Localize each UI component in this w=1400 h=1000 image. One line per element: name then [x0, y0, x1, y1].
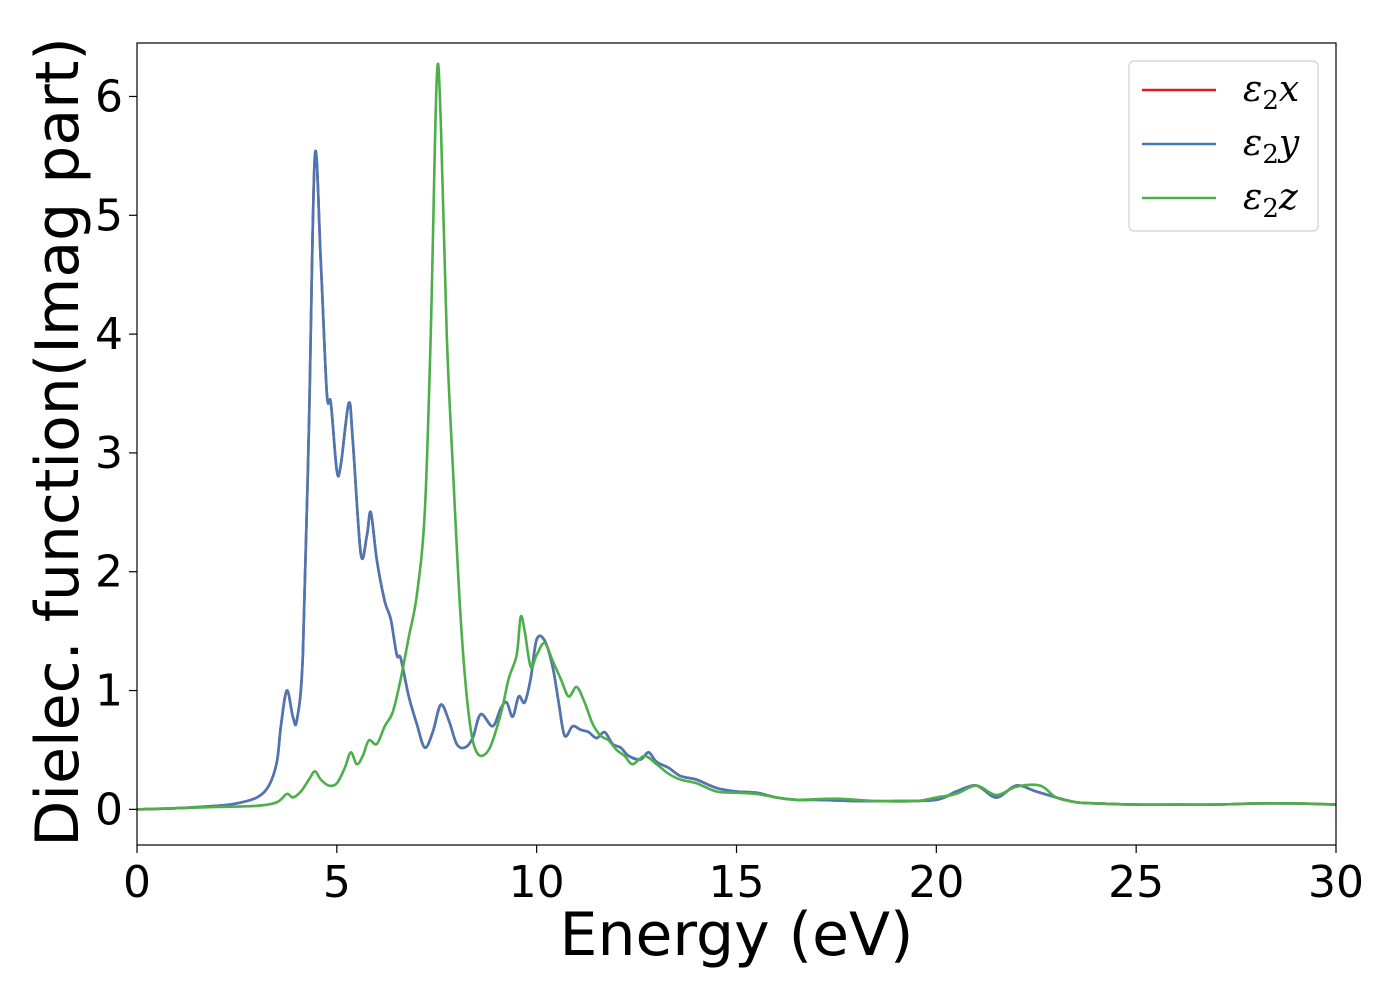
y-tick-label: 0 [95, 784, 123, 835]
y-tick-label: 6 [95, 71, 123, 122]
x-axis: 0 5 10 15 20 25 30 [123, 845, 1364, 908]
legend-label-suffix: z [1278, 177, 1299, 218]
x-tick-label: 30 [1308, 857, 1364, 908]
plot-frame [136, 42, 1337, 846]
legend-label-suffix: y [1277, 123, 1300, 164]
legend-box [1128, 60, 1319, 232]
legend-label-base: ε [1243, 123, 1262, 164]
y-tick-label: 5 [95, 190, 123, 241]
x-tick-label: 20 [908, 857, 964, 908]
x-axis-title: Energy (eV) [560, 900, 914, 970]
legend-label-base: ε [1243, 177, 1262, 218]
x-tick-label: 10 [509, 857, 565, 908]
legend-label-subscript: 2 [1262, 86, 1279, 116]
legend-label-y: ε2y [1243, 123, 1300, 170]
legend-label-base: ε [1243, 69, 1262, 110]
x-tick-label: 5 [323, 857, 351, 908]
y-tick-label: 2 [95, 547, 123, 598]
series-line-z [137, 62, 1336, 811]
legend-label-subscript: 2 [1262, 194, 1279, 224]
plot-area [137, 62, 1336, 811]
y-tick-label: 4 [95, 309, 123, 360]
legend-label-z: ε2z [1243, 177, 1299, 224]
legend-label-subscript: 2 [1262, 140, 1279, 170]
legend-label-x: ε2x [1243, 69, 1299, 116]
y-tick-label: 3 [95, 428, 123, 479]
y-axis-title: Dielec. function(Imag part) [23, 37, 93, 847]
x-tick-label: 15 [709, 857, 765, 908]
y-tick-label: 1 [95, 666, 123, 717]
x-tick-label: 25 [1108, 857, 1164, 908]
x-tick-label: 0 [123, 857, 151, 908]
y-axis: 0 1 2 3 4 5 6 [95, 71, 137, 835]
legend-label-suffix: x [1279, 69, 1299, 110]
